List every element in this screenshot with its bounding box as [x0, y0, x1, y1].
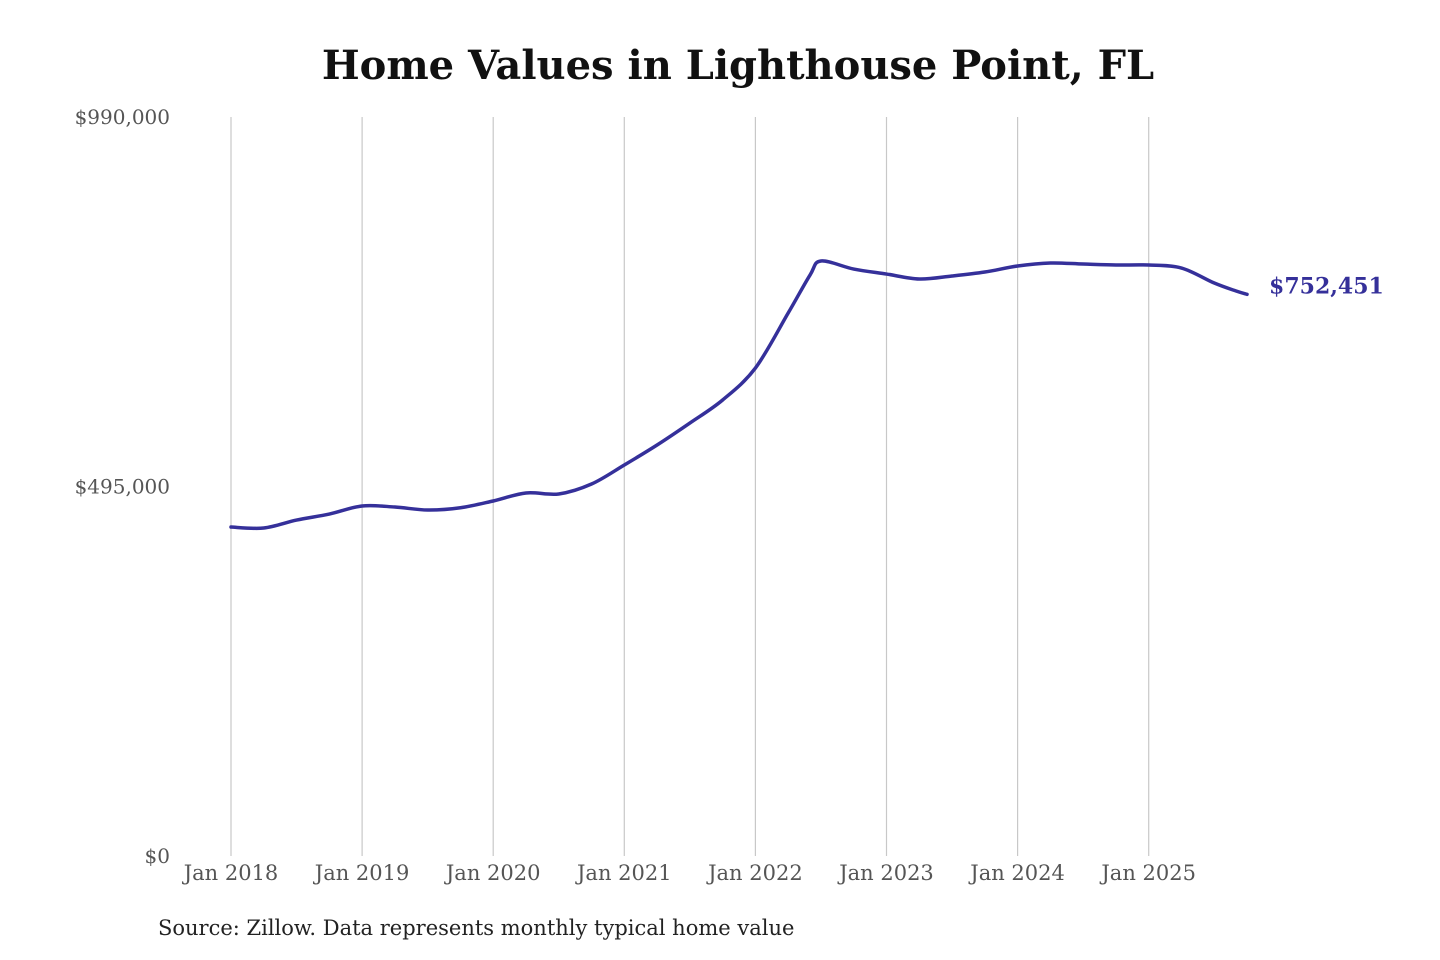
end-value-label: $752,451	[1269, 273, 1384, 299]
x-tick-label: Jan 2020	[444, 861, 541, 885]
x-tick-label: Jan 2024	[968, 861, 1065, 885]
chart-title: Home Values in Lighthouse Point, FL	[321, 42, 1155, 89]
series-line	[229, 259, 1249, 531]
y-tick-label: $495,000	[75, 475, 170, 499]
x-tick-label: Jan 2025	[1099, 861, 1196, 885]
x-tick-label: Jan 2019	[313, 861, 410, 885]
x-tick-label: Jan 2018	[182, 861, 279, 885]
x-tick-label: Jan 2023	[837, 861, 934, 885]
y-tick-label: $0	[145, 844, 170, 868]
x-tick-label: Jan 2022	[706, 861, 803, 885]
x-tick-label: Jan 2021	[575, 861, 672, 885]
y-tick-label: $990,000	[75, 105, 170, 129]
chart-source: Source: Zillow. Data represents monthly …	[158, 916, 795, 940]
